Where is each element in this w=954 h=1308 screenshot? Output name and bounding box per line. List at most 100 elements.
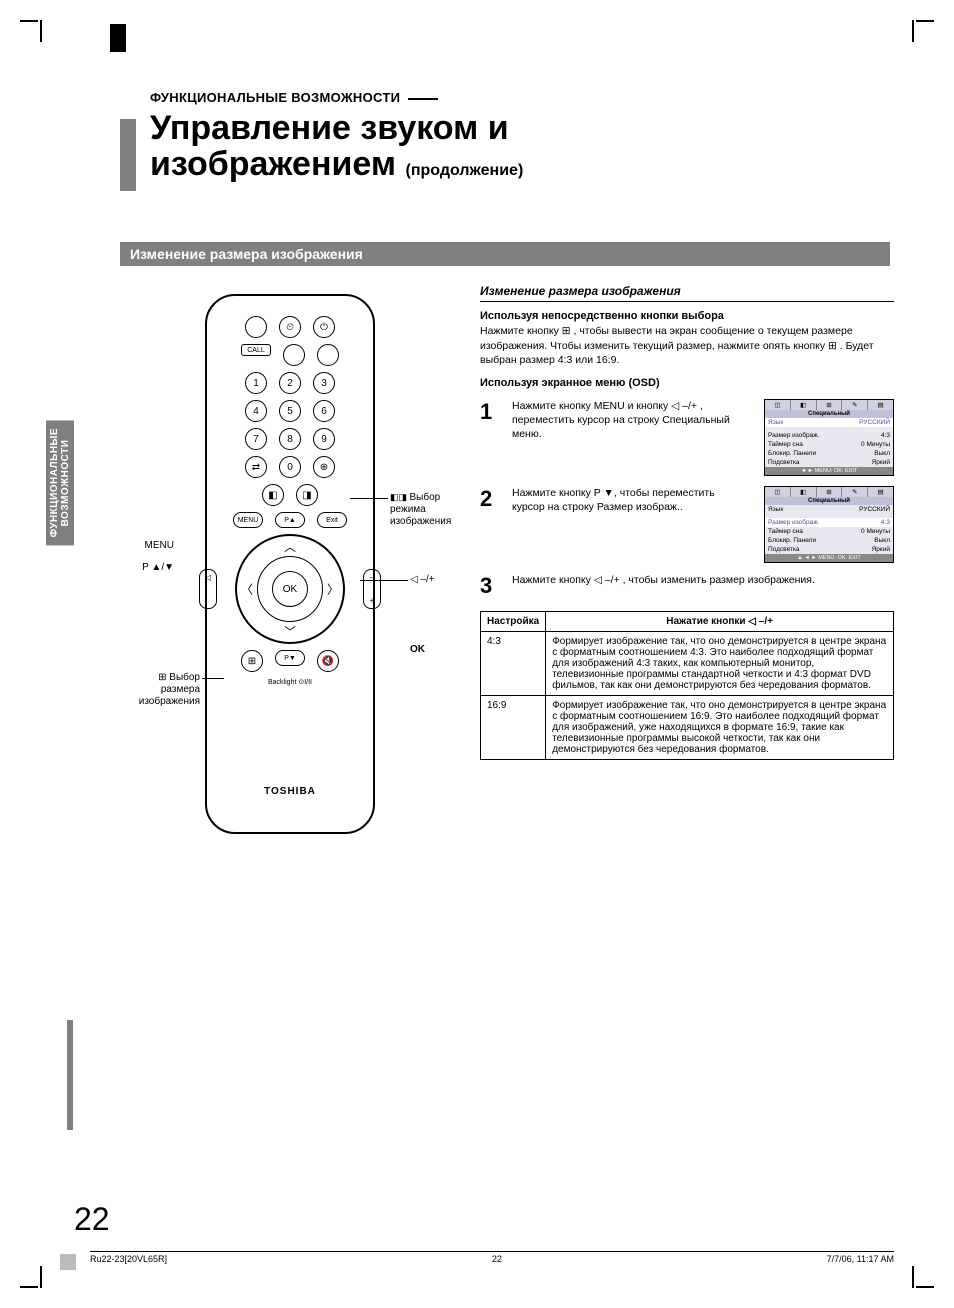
side-tab-line1: ФУНКЦИОНАЛЬНЫЕ [49, 428, 60, 537]
footer: Ru22-23[20VL65R] 22 7/7/06, 11:17 AM [90, 1251, 894, 1264]
callout-ok: OK [410, 644, 460, 656]
menu-button: MENU [233, 512, 263, 528]
setting-desc: Формирует изображение так, что оно демон… [546, 695, 894, 759]
osd-key: Язык [768, 419, 783, 426]
ok-button: OK [272, 571, 308, 607]
digit-button: 5 [279, 400, 301, 422]
remote-button-blank [317, 344, 339, 366]
section-label: ФУНКЦИОНАЛЬНЫЕ ВОЗМОЖНОСТИ [150, 90, 894, 105]
swap-icon: ⇄ [245, 456, 267, 478]
osd-val: 4:3 [881, 519, 890, 526]
digit-button: 9 [313, 428, 335, 450]
osd-head: Специальный [765, 497, 893, 505]
title-line-1: Управление звуком и [150, 109, 509, 147]
osd-key: Подсветка [768, 546, 800, 553]
table-header-action: Нажатие кнопки ◁ –/+ [546, 611, 894, 631]
callout-volume: ◁ –/+ [410, 574, 460, 586]
digit-button: 0 [279, 456, 301, 478]
crop-mark [20, 1286, 38, 1288]
direct-method-title: Используя непосредственно кнопки выбора [480, 310, 894, 322]
digit-button: 1 [245, 372, 267, 394]
title-line-2: изображением [150, 145, 396, 183]
callout-text: –/+ [420, 574, 434, 585]
call-button: CALL [241, 344, 271, 356]
pic-mode-icon2: ◨ [296, 484, 318, 506]
osd-key: Размер изображ. [768, 432, 819, 439]
nav-ring: ︿ ﹀ 〈 〉 OK [235, 534, 345, 644]
page-number: 22 [74, 1201, 110, 1238]
callout-p-buttons: P ▲/▼ [120, 562, 174, 574]
digit-button: 8 [279, 428, 301, 450]
setting-desc: Формирует изображение так, что оно демон… [546, 631, 894, 695]
accent-bar [67, 1020, 73, 1130]
crop-mark [20, 20, 38, 22]
osd-key: Таймер сна [768, 528, 803, 535]
footer-timestamp: 7/7/06, 11:17 AM [827, 1254, 894, 1264]
table-row: 16:9 Формирует изображение так, что оно … [481, 695, 894, 759]
osd-val: РУССКИЙ [859, 506, 890, 513]
crop-mark [912, 1266, 914, 1288]
step-2: 2 Нажмите кнопку P ▼, чтобы переместить … [480, 486, 894, 563]
table-header-row: Настройка Нажатие кнопки ◁ –/+ [481, 611, 894, 631]
chevron-up-icon: ︿ [284, 538, 296, 555]
osd-key: Блокир. Панели [768, 537, 816, 544]
remote-outline: ⏲ ⏻ CALL 123 456 789 ⇄0⊕ ◧ ◨ MENU [205, 294, 375, 834]
remote-button-blank [245, 316, 267, 338]
osd-val: РУССКИЙ [859, 419, 890, 426]
chevron-down-icon: ﹀ [284, 623, 296, 640]
osd-val: 4:3 [881, 432, 890, 439]
osd-val: 0 Минуты [861, 441, 890, 448]
registration-mark [110, 24, 126, 52]
osd-key: Блокир. Панели [768, 450, 816, 457]
p-up-button: P▲ [275, 512, 305, 528]
mute-icon: 🔇 [317, 650, 339, 672]
crop-mark [916, 1286, 934, 1288]
osd-footer: ◄ ► MENU: OK: EXIT [765, 467, 893, 475]
volume-rocker-left: ◁ [199, 569, 217, 609]
step-number: 1 [480, 399, 502, 425]
manual-page: ФУНКЦИОНАЛЬНЫЕ ВОЗМОЖНОСТИ Управление зв… [0, 0, 954, 1308]
osd-key: Размер изображ. [768, 519, 819, 526]
osd-screenshot-2: ◫◧⊞✎▤ Специальный ЯзыкРУССКИЙ Размер изо… [764, 486, 894, 563]
digit-button: 7 [245, 428, 267, 450]
crop-mark [912, 20, 914, 42]
pic-mode-icon: ◧ [262, 484, 284, 506]
osd-val: Яркий [872, 459, 890, 466]
digit-button: 3 [313, 372, 335, 394]
title-suffix: (продолжение) [405, 162, 523, 179]
callout-picture-size: ⊞ Выбор размера изображения [120, 672, 200, 708]
table-row: 4:3 Формирует изображение так, что оно д… [481, 631, 894, 695]
callout-menu: MENU [120, 540, 174, 552]
chevron-left-icon: 〈 [241, 581, 253, 598]
step-3: 3 Нажмите кнопку ◁ –/+ , чтобы изменить … [480, 573, 894, 599]
remote-diagram-column: ⏲ ⏻ CALL 123 456 789 ⇄0⊕ ◧ ◨ MENU [120, 284, 460, 834]
digit-button: 4 [245, 400, 267, 422]
step-text: Нажмите кнопку P ▼, чтобы переместить ку… [512, 486, 754, 514]
size-icon: ⊞ [241, 650, 263, 672]
osd-key: Язык [768, 506, 783, 513]
backlight-label: Backlight ⊙I/II [217, 678, 363, 686]
osd-key: Таймер сна [768, 441, 803, 448]
step-text: Нажмите кнопку MENU и кнопку ◁ –/+ , пер… [512, 399, 754, 442]
subsection-title: Изменение размера изображения [480, 284, 894, 302]
step-1: 1 Нажмите кнопку MENU и кнопку ◁ –/+ , п… [480, 399, 894, 476]
step-text: Нажмите кнопку ◁ –/+ , чтобы изменить ра… [512, 573, 894, 587]
power-icon: ⏻ [313, 316, 335, 338]
instructions-column: Изменение размера изображения Используя … [480, 284, 894, 834]
footer-page: 22 [492, 1254, 502, 1264]
osd-val: Выкл [874, 450, 890, 457]
setting-key: 4:3 [481, 631, 546, 695]
timer-icon: ⏲ [279, 316, 301, 338]
section-bar: Изменение размера изображения [120, 242, 890, 266]
osd-val: 0 Минуты [861, 528, 890, 535]
callout-text: Выбор размера изображения [139, 672, 200, 707]
osd-val: Яркий [872, 546, 890, 553]
footer-marker [60, 1254, 76, 1270]
title-marker [120, 119, 136, 191]
osd-val: Выкл [874, 537, 890, 544]
step-number: 3 [480, 573, 502, 599]
osd-head: Специальный [765, 410, 893, 418]
osd-footer: ▲ ◄ ► MENU: OK: EXIT [765, 554, 893, 562]
chevron-right-icon: 〉 [327, 581, 339, 598]
osd-method-title: Используя экранное меню (OSD) [480, 377, 894, 389]
